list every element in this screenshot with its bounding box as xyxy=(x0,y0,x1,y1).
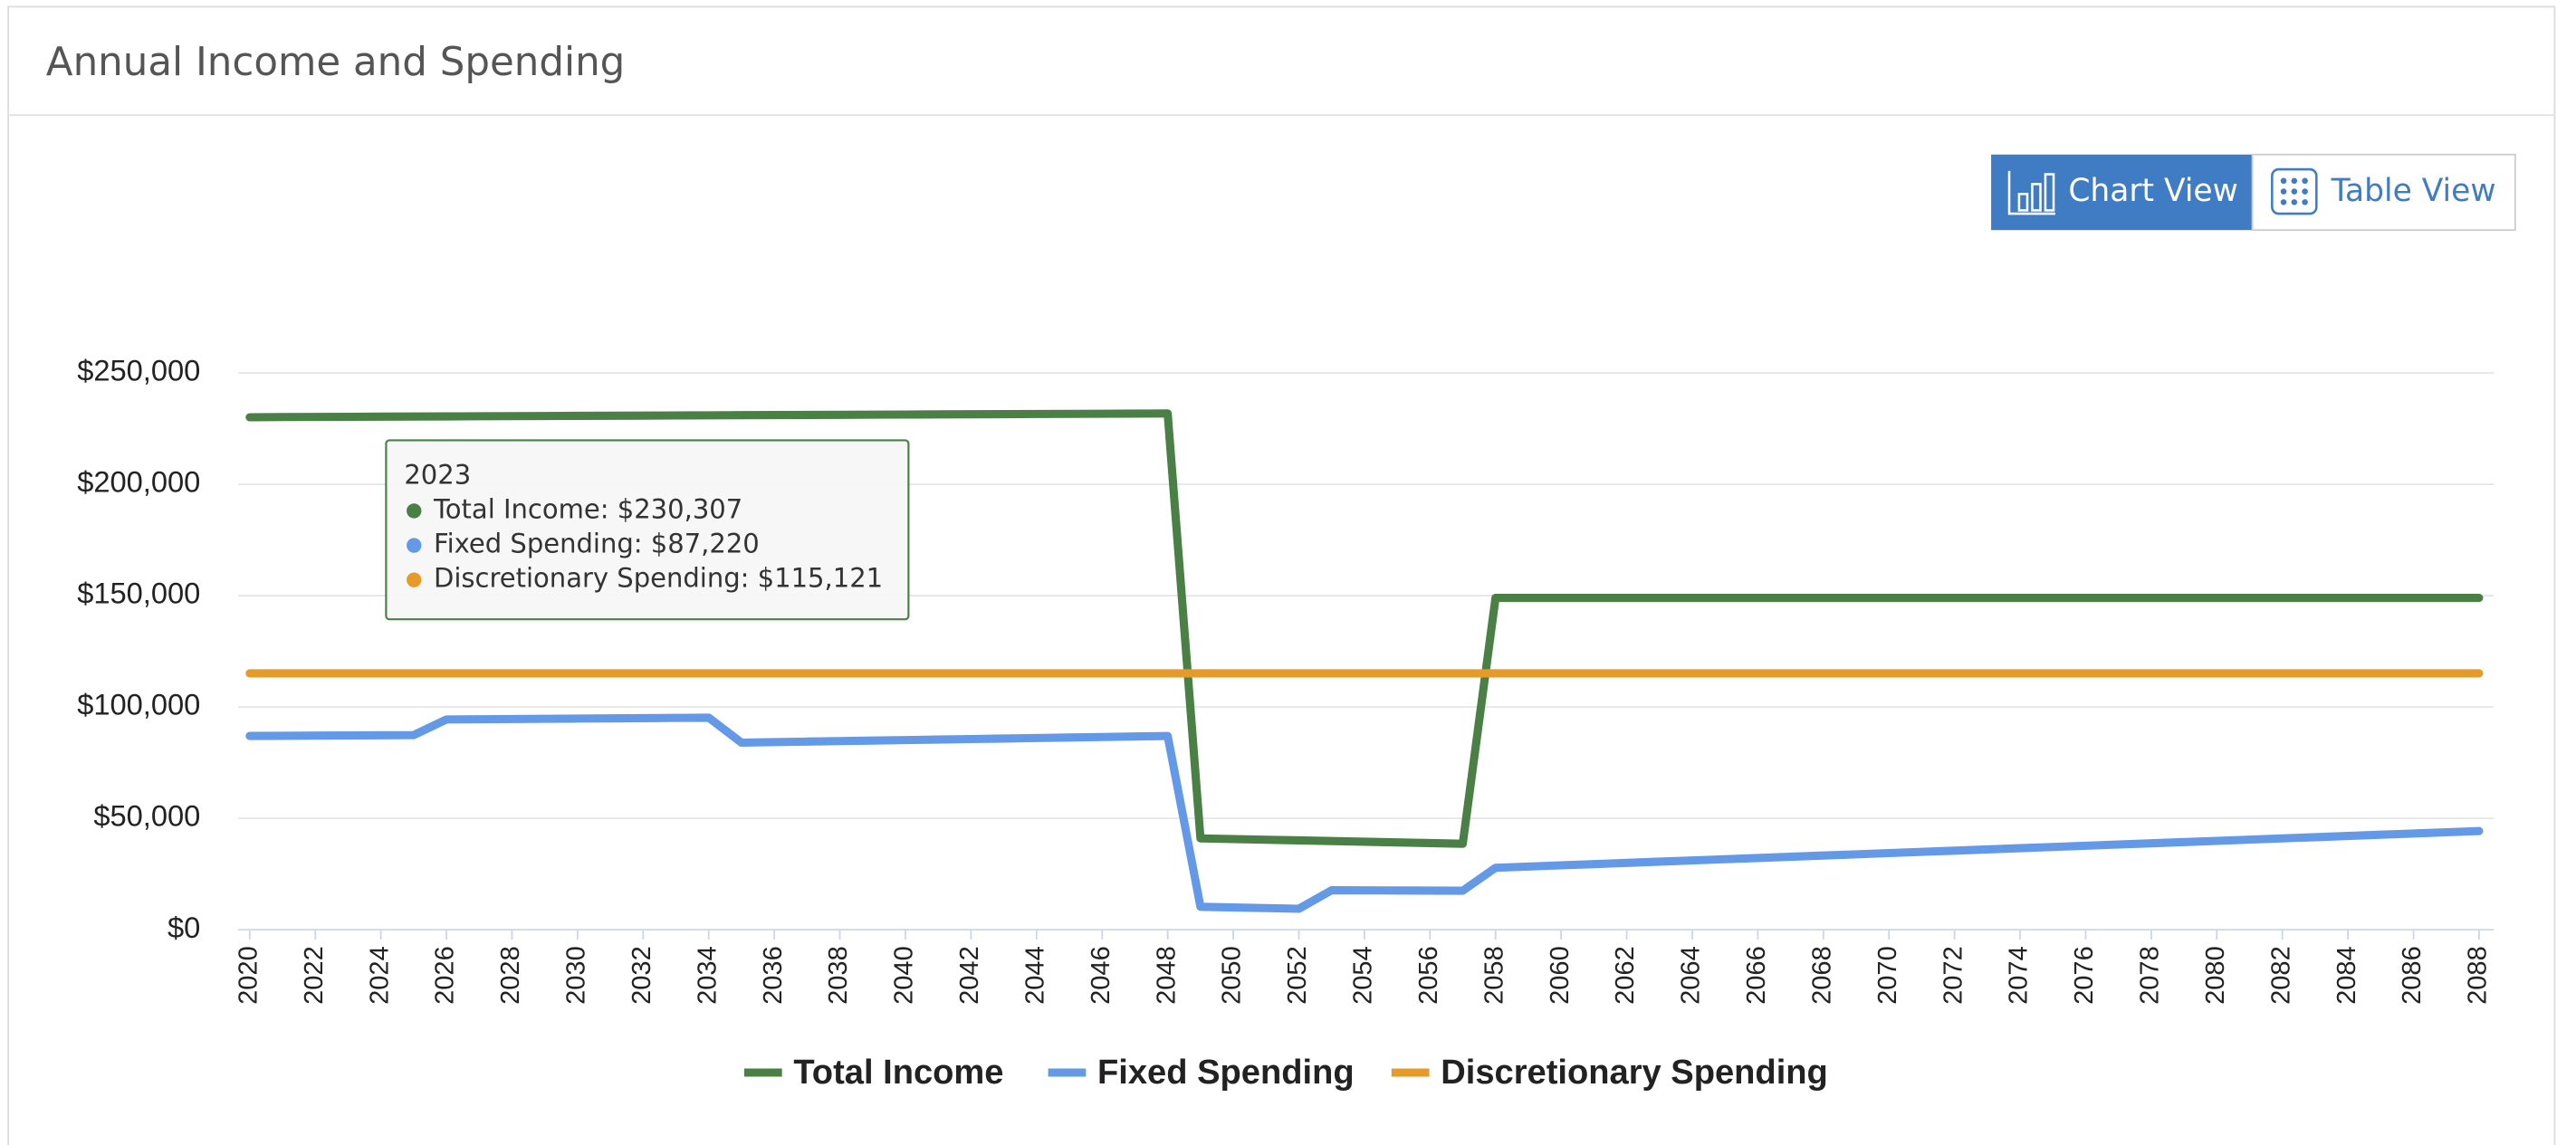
button-label: Table View xyxy=(2331,173,2496,209)
x-tick-label: 2028 xyxy=(496,946,525,1005)
tooltip-bullet xyxy=(407,572,422,587)
x-tick-label: 2058 xyxy=(1480,946,1508,1005)
tooltip-bullet xyxy=(407,503,422,519)
x-tick-label: 2080 xyxy=(2201,946,2230,1005)
x-tick-label: 2060 xyxy=(1546,946,1575,1005)
x-tick-label: 2034 xyxy=(693,946,722,1005)
chart-view-button[interactable]: Chart View xyxy=(1991,154,2253,231)
y-tick-label: $250,000 xyxy=(77,354,200,387)
x-tick-label: 2054 xyxy=(1349,946,1378,1005)
tooltip-item: Total Income: $230,307 xyxy=(433,493,742,524)
x-tick-label: 2022 xyxy=(300,946,329,1005)
tooltip-item: Discretionary Spending: $115,121 xyxy=(434,563,883,594)
legend-item: Total Income xyxy=(743,1054,1003,1092)
x-tick-label: 2036 xyxy=(759,946,788,1005)
x-tick-label: 2062 xyxy=(1611,946,1640,1005)
x-tick-label: 2082 xyxy=(2266,946,2295,1005)
x-tick-label: 2056 xyxy=(1414,946,1443,1005)
tooltip-bullet xyxy=(407,538,422,553)
x-tick-label: 2068 xyxy=(1807,946,1836,1005)
x-tick-label: 2030 xyxy=(562,946,591,1005)
x-tick-label: 2042 xyxy=(955,946,984,1005)
series-line xyxy=(245,409,2484,848)
legend-item: Discretionary Spending xyxy=(1391,1054,1828,1092)
x-tick-label: 2066 xyxy=(1742,946,1771,1005)
x-tick-label: 2084 xyxy=(2332,946,2361,1005)
x-tick-label: 2064 xyxy=(1677,946,1706,1005)
x-tick-label: 2086 xyxy=(2398,946,2427,1005)
x-tick-label: 2078 xyxy=(2136,946,2165,1005)
x-tick-label: 2046 xyxy=(1087,946,1116,1005)
x-tick-label: 2024 xyxy=(365,946,394,1005)
x-tick-label: 2038 xyxy=(824,946,853,1005)
y-tick-label: $150,000 xyxy=(77,577,200,610)
legend-label: Fixed Spending xyxy=(1097,1054,1355,1092)
x-tick-label: 2050 xyxy=(1218,946,1247,1005)
table-icon xyxy=(2271,167,2318,215)
x-tick-label: 2072 xyxy=(1939,946,1968,1005)
x-tick-label: 2032 xyxy=(627,946,656,1005)
legend-label: Total Income xyxy=(793,1054,1003,1092)
table-view-button[interactable]: Table View xyxy=(2251,153,2516,232)
x-tick-label: 2044 xyxy=(1020,946,1049,1005)
x-tick-label: 2070 xyxy=(1873,946,1902,1005)
y-tick-label: $0 xyxy=(168,911,200,944)
series-line xyxy=(245,713,2484,913)
legend-label: Discretionary Spending xyxy=(1441,1054,1828,1092)
x-tick-label: 2040 xyxy=(890,946,919,1005)
plot: $0 $50,000 $100,000 $150,000 $200,000 $250,00… xyxy=(77,354,2495,1092)
y-tick-label: $200,000 xyxy=(77,465,200,499)
tooltip-box xyxy=(385,439,910,621)
y-tick-label: $50,000 xyxy=(93,799,200,833)
tooltip-item: Fixed Spending: $87,220 xyxy=(434,529,760,559)
x-tick-label: 2052 xyxy=(1283,946,1312,1005)
card-title: Annual Income and Spending xyxy=(46,40,626,85)
x-tick-label: 2074 xyxy=(2005,946,2034,1005)
x-tick-label: 2048 xyxy=(1152,946,1181,1005)
y-tick-label: $100,000 xyxy=(77,688,200,721)
table-icon-dots xyxy=(2280,177,2308,205)
x-tick-label: 2020 xyxy=(234,946,263,1005)
button-label: Chart View xyxy=(2068,173,2237,209)
legend-item: Fixed Spending xyxy=(1048,1054,1355,1092)
button-bg xyxy=(1991,154,2253,231)
chart-icon xyxy=(2007,170,2055,215)
x-tick-label: 2088 xyxy=(2464,946,2493,1005)
x-tick-label: 2076 xyxy=(2070,946,2099,1005)
tooltip-title: 2023 xyxy=(404,459,471,490)
x-tick-label: 2026 xyxy=(431,946,460,1005)
